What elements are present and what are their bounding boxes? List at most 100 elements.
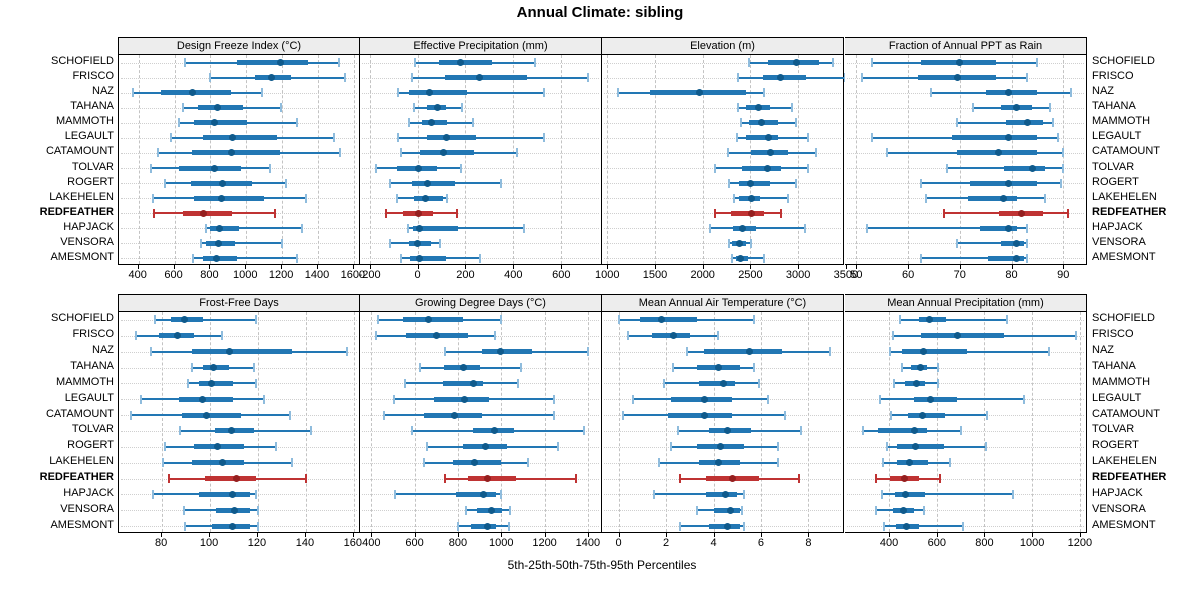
median-dot xyxy=(903,522,911,530)
h-gridline xyxy=(847,462,1084,464)
whisker-line xyxy=(921,257,1027,260)
h-gridline xyxy=(604,258,841,260)
whisker-cap-high xyxy=(296,118,299,128)
whisker-cap-high xyxy=(800,426,803,436)
whisker-row xyxy=(119,252,359,265)
whisker-cap-low xyxy=(425,442,428,452)
axis-tick xyxy=(666,533,668,537)
station-label-left: TOLVAR xyxy=(71,160,114,173)
axis-tick-label: 800 xyxy=(200,269,219,281)
whisker-row xyxy=(845,377,1086,390)
median-dot xyxy=(459,364,467,371)
whisker-line xyxy=(193,257,298,260)
whisker-row xyxy=(845,472,1086,485)
axis-tick-label: 0 xyxy=(414,269,421,281)
panel-plot xyxy=(360,54,602,265)
median-dot xyxy=(228,427,236,435)
station-label-left: LAKEHELEN xyxy=(49,190,114,203)
whisker-row xyxy=(119,313,359,326)
whisker-cap-high xyxy=(439,238,442,248)
iqr-box xyxy=(203,255,238,261)
whisker-cap-low xyxy=(150,347,153,357)
whisker-row xyxy=(360,131,601,144)
whisker-row xyxy=(360,237,601,250)
h-gridline xyxy=(847,478,1084,480)
station-label-right: REDFEATHER xyxy=(1092,205,1167,218)
station-label-right: LEGAULT xyxy=(1092,130,1142,143)
median-dot xyxy=(995,149,1003,157)
median-dot xyxy=(434,104,442,112)
station-label-right: AMESMONT xyxy=(1092,518,1156,531)
whisker-row xyxy=(360,424,601,437)
axis-tick-label: 600 xyxy=(552,269,571,281)
whisker-cap-low xyxy=(943,208,946,218)
whisker-cap-low xyxy=(385,208,388,218)
median-dot xyxy=(414,239,421,247)
axis-tick xyxy=(1063,265,1065,269)
whisker-cap-high xyxy=(337,58,340,68)
iqr-box xyxy=(161,90,232,96)
whisker-cap-high xyxy=(253,363,256,372)
whisker-cap-high xyxy=(296,253,299,263)
axis-tick-label: 90 xyxy=(1057,269,1070,281)
iqr-box xyxy=(455,491,496,497)
axis-tick-label: 8 xyxy=(805,537,812,549)
h-gridline xyxy=(604,198,841,200)
median-dot xyxy=(918,411,926,419)
iqr-box xyxy=(639,317,697,323)
median-dot xyxy=(901,475,909,482)
whisker-cap-low xyxy=(885,442,888,452)
v-gridline xyxy=(666,312,668,532)
whisker-cap-low xyxy=(443,474,446,483)
axis-tick-label: 60 xyxy=(901,269,915,281)
h-gridline xyxy=(847,107,1084,109)
whisker-cap-high xyxy=(1049,103,1052,113)
whisker-cap-low xyxy=(662,378,665,388)
whisker-line xyxy=(205,227,302,230)
whisker-cap-low xyxy=(204,223,207,233)
axis-tick-label: 800 xyxy=(448,537,468,549)
whisker-row xyxy=(119,192,359,205)
median-dot xyxy=(213,443,221,451)
median-dot xyxy=(767,149,775,157)
whisker-cap-low xyxy=(657,458,660,468)
axis-tick xyxy=(1079,533,1081,537)
median-dot xyxy=(695,89,703,97)
axis-tick xyxy=(414,533,416,537)
axis-tick-label: 2000 xyxy=(690,269,715,281)
median-dot xyxy=(927,395,935,403)
iqr-box xyxy=(742,165,781,171)
whisker-cap-high xyxy=(274,442,277,452)
whisker-cap-low xyxy=(162,458,165,468)
axis-tick xyxy=(457,533,459,537)
whisker-cap-low xyxy=(883,521,886,531)
median-dot xyxy=(422,194,430,202)
whisker-cap-low xyxy=(728,238,731,248)
iqr-box xyxy=(952,135,1038,141)
whisker-row xyxy=(360,71,601,84)
whisker-row xyxy=(602,409,843,422)
iqr-box xyxy=(192,460,244,466)
h-gridline xyxy=(362,243,599,245)
whisker-cap-low xyxy=(181,103,184,113)
axis-tick xyxy=(173,265,175,269)
station-label-left: AMESMONT xyxy=(50,250,114,263)
whisker-cap-low xyxy=(374,163,377,173)
axis-tick-label: 80 xyxy=(1005,269,1018,281)
median-dot xyxy=(899,506,907,514)
whisker-cap-high xyxy=(305,193,308,203)
whisker-cap-low xyxy=(713,163,716,173)
whisker-row xyxy=(119,116,359,129)
whisker-cap-high xyxy=(471,118,474,128)
whisker-cap-high xyxy=(343,73,346,83)
whisker-cap-high xyxy=(500,489,503,499)
whisker-row xyxy=(602,361,843,374)
whisker-cap-high xyxy=(749,238,752,248)
median-dot xyxy=(700,395,708,403)
iqr-box xyxy=(442,380,483,386)
whisker-cap-low xyxy=(956,238,959,248)
whisker-cap-high xyxy=(553,394,556,404)
v-gridline xyxy=(856,55,858,264)
whisker-row xyxy=(845,237,1086,250)
whisker-cap-high xyxy=(575,474,577,483)
